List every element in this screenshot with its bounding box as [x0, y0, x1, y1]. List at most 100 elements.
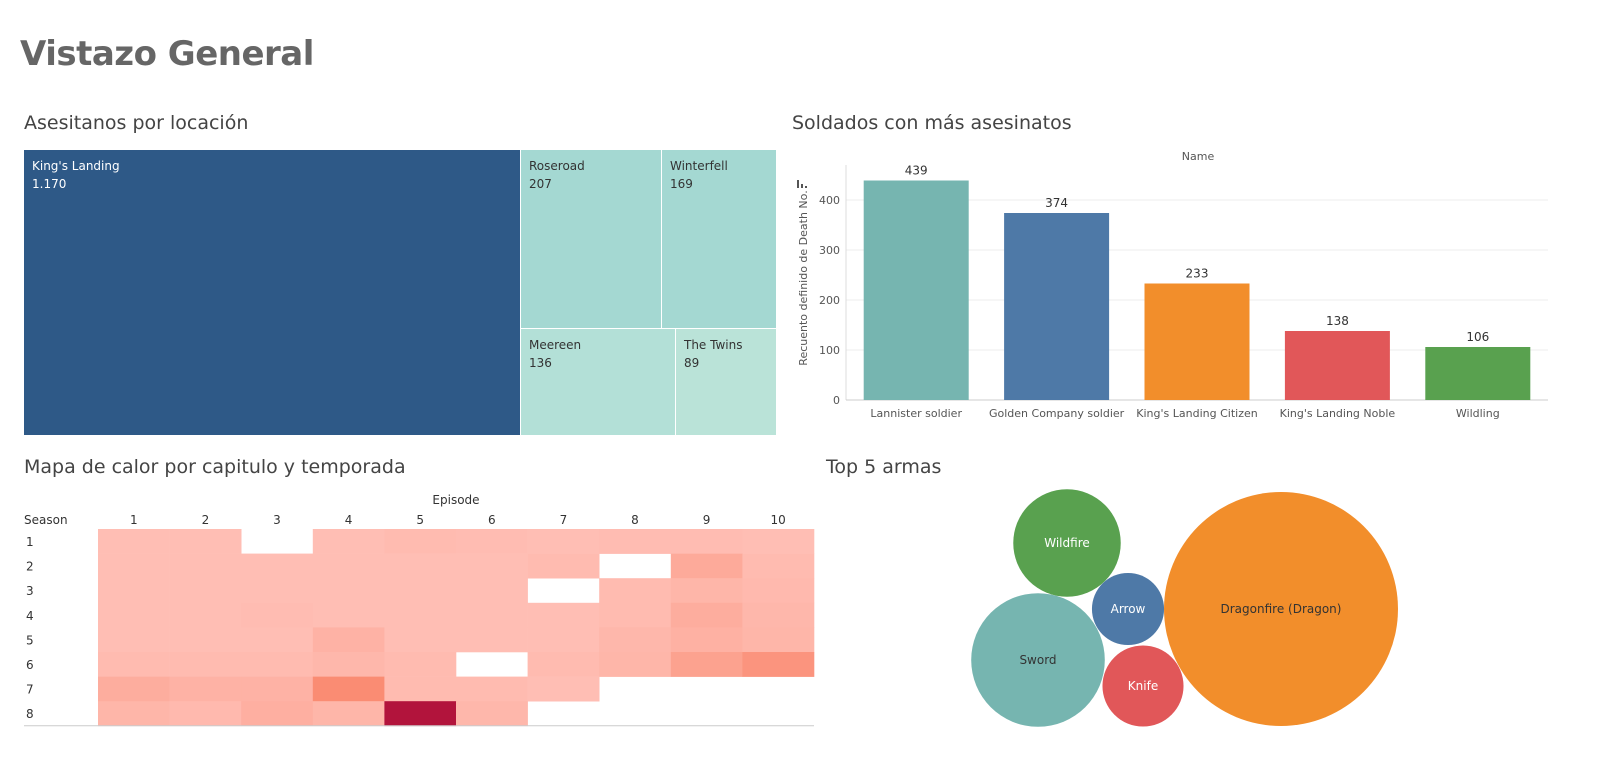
heatmap-cell[interactable]	[98, 652, 170, 677]
heatmap-cell[interactable]	[599, 627, 672, 653]
heatmap-row-label: 7	[26, 683, 34, 697]
bubble-label: Knife	[1128, 679, 1158, 693]
heatmap-cell[interactable]	[98, 701, 170, 727]
heatmap-cell[interactable]	[456, 627, 528, 653]
heatmap-cell[interactable]	[384, 652, 457, 677]
heatmap-cell[interactable]	[456, 676, 528, 702]
heatmap-cell[interactable]	[456, 578, 528, 604]
treemap-cell-king-s-landing[interactable]	[24, 150, 520, 435]
heatmap-col-label: 1	[130, 513, 138, 527]
heatmap-cell[interactable]	[742, 627, 815, 653]
bar-king-s-landing-citizen[interactable]	[1144, 283, 1250, 401]
heatmap-cell[interactable]	[241, 701, 314, 727]
heatmap-cell[interactable]	[312, 553, 385, 579]
heatmap-cell[interactable]	[670, 529, 743, 554]
heatmap-cell[interactable]	[742, 602, 815, 628]
heatmap-cell[interactable]	[599, 578, 672, 604]
bar-value-label: 106	[1466, 330, 1489, 344]
heatmap-cell[interactable]	[527, 553, 600, 579]
bubble-dragonfire-dragon[interactable]	[1164, 492, 1398, 726]
heatmap-cell[interactable]	[98, 676, 170, 702]
heatmap-cell[interactable]	[527, 652, 600, 677]
heatmap-row-label: 1	[26, 535, 34, 549]
heatmap-cell[interactable]	[241, 676, 314, 702]
heatmap-col-label: 5	[416, 513, 424, 527]
heatmap-cell[interactable]	[312, 578, 385, 604]
sort-icon[interactable]	[797, 180, 807, 188]
bubble-knife[interactable]	[1102, 645, 1184, 727]
heatmap-cell[interactable]	[312, 652, 385, 677]
heatmap-cell[interactable]	[670, 602, 743, 628]
bar-lannister-soldier[interactable]	[863, 180, 969, 401]
heatmap-cell[interactable]	[312, 701, 385, 727]
heatmap-cell[interactable]	[599, 652, 672, 677]
heatmap-cell[interactable]	[169, 627, 242, 653]
heatmap-cell[interactable]	[670, 627, 743, 653]
heatmap-cell[interactable]	[241, 652, 314, 677]
heatmap-cell[interactable]	[241, 627, 314, 653]
heatmap-cell[interactable]	[312, 676, 385, 702]
heatmap-cell[interactable]	[384, 578, 457, 604]
bar-chart-y-axis-label: Recuento definido de Death No.	[797, 190, 810, 365]
heatmap-cell[interactable]	[527, 627, 600, 653]
heatmap-cell[interactable]	[384, 701, 457, 727]
heatmap-cell[interactable]	[670, 553, 743, 579]
heatmap-cell[interactable]	[169, 676, 242, 702]
heatmap-cell[interactable]	[384, 529, 457, 554]
heatmap-row-label: 3	[26, 584, 34, 598]
heatmap-cell[interactable]	[384, 602, 457, 628]
bar-chart: Name Recuento definido de Death No. 0 100…	[797, 150, 1548, 420]
bar-wildling[interactable]	[1425, 347, 1531, 400]
heatmap-cell[interactable]	[98, 627, 170, 653]
heatmap-cell[interactable]	[312, 529, 385, 554]
treemap-cell-meereen[interactable]	[521, 329, 675, 435]
heatmap-cell[interactable]	[670, 652, 743, 677]
heatmap-cell[interactable]	[169, 529, 242, 554]
heatmap-row-header: Season	[24, 513, 68, 527]
bubble-arrow[interactable]	[1091, 572, 1165, 646]
heatmap-cell[interactable]	[169, 652, 242, 677]
bar-golden-company-soldier[interactable]	[1004, 213, 1110, 400]
heatmap-cell[interactable]	[527, 529, 600, 554]
heatmap-cell[interactable]	[742, 578, 815, 604]
heatmap-cell[interactable]	[384, 553, 457, 579]
heatmap-cell[interactable]	[98, 602, 170, 628]
heatmap-cell[interactable]	[527, 602, 600, 628]
heatmap-cell[interactable]	[312, 627, 385, 653]
heatmap-cell[interactable]	[169, 578, 242, 604]
treemap-cell-roseroad[interactable]	[521, 150, 661, 328]
heatmap-cell[interactable]	[169, 553, 242, 579]
heatmap-cell[interactable]	[384, 627, 457, 653]
bubble-wildfire[interactable]	[1013, 489, 1121, 597]
bar-value-label: 374	[1045, 196, 1068, 210]
heatmap-cell[interactable]	[241, 602, 314, 628]
heatmap-cell[interactable]	[670, 578, 743, 604]
heatmap-cell[interactable]	[742, 529, 815, 554]
heatmap-cell[interactable]	[456, 701, 528, 727]
heatmap-column-header: Episode	[432, 493, 479, 507]
heatmap-cell[interactable]	[456, 529, 528, 554]
heatmap-cell[interactable]	[456, 553, 528, 579]
heatmap-cell[interactable]	[98, 553, 170, 579]
heatmap-cell[interactable]	[384, 676, 457, 702]
heatmap-cell[interactable]	[241, 553, 314, 579]
heatmap-cell[interactable]	[599, 529, 672, 554]
treemap-chart: King's Landing 1.170 Roseroad 207 Winterfell…	[24, 150, 776, 435]
heatmap-cell[interactable]	[98, 578, 170, 604]
heatmap-cell[interactable]	[98, 529, 170, 554]
bar-king-s-landing-noble[interactable]	[1284, 331, 1390, 400]
bubble-sword[interactable]	[971, 593, 1105, 727]
heatmap-cell[interactable]	[527, 676, 600, 702]
treemap-cell-the-twins[interactable]	[676, 329, 776, 435]
treemap-cell-winterfell[interactable]	[662, 150, 776, 328]
heatmap-cell[interactable]	[742, 553, 815, 579]
y-tick-label: 0	[833, 394, 840, 407]
heatmap-cell[interactable]	[169, 602, 242, 628]
heatmap-cell[interactable]	[312, 602, 385, 628]
heatmap-cell[interactable]	[742, 652, 815, 677]
heatmap-cell[interactable]	[169, 701, 242, 727]
heatmap-cell[interactable]	[456, 602, 528, 628]
heatmap-cell[interactable]	[241, 578, 314, 604]
heatmap-cell[interactable]	[599, 602, 672, 628]
